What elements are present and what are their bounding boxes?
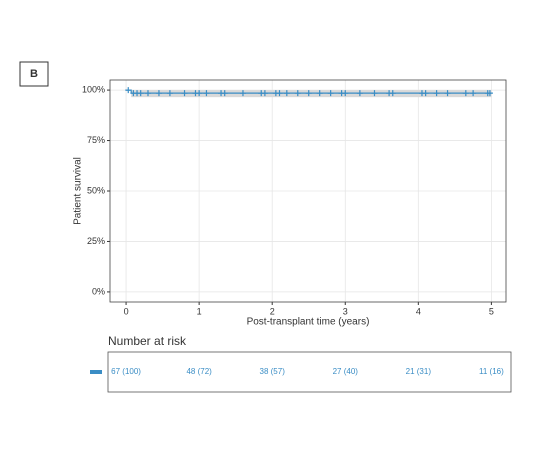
panel-label: B bbox=[30, 68, 38, 80]
censor-mark bbox=[155, 90, 162, 97]
x-tick-label: 1 bbox=[197, 306, 202, 316]
censor-mark bbox=[283, 90, 290, 97]
panel-label-box bbox=[19, 61, 49, 87]
plot-frame bbox=[109, 79, 507, 303]
censor-mark bbox=[327, 90, 334, 97]
censor-mark bbox=[371, 90, 378, 97]
censor-mark bbox=[389, 90, 396, 97]
censor-mark bbox=[470, 90, 477, 97]
y-axis-label: Patient survival bbox=[73, 157, 84, 225]
censor-mark bbox=[196, 90, 203, 97]
censor-mark bbox=[166, 90, 173, 97]
censor-mark bbox=[356, 90, 363, 97]
risk-count: 48 (72) bbox=[186, 367, 212, 376]
risk-count: 11 (16) bbox=[479, 367, 504, 376]
y-tick-label: 50% bbox=[87, 185, 105, 195]
x-axis-label: Post-transplant time (years) bbox=[247, 317, 370, 328]
censor-mark bbox=[144, 90, 151, 97]
x-tick-label: 3 bbox=[343, 306, 348, 316]
censor-mark bbox=[305, 90, 312, 97]
y-tick-label: 25% bbox=[87, 236, 105, 246]
censor-mark bbox=[137, 90, 144, 97]
risk-count: 27 (40) bbox=[333, 367, 359, 376]
risk-count: 67 (100) bbox=[111, 367, 141, 376]
x-tick-label: 4 bbox=[416, 306, 421, 316]
risk-table-frame bbox=[107, 351, 512, 393]
censor-mark bbox=[342, 90, 349, 97]
censor-mark bbox=[462, 90, 469, 97]
censor-mark bbox=[125, 87, 132, 94]
censor-mark bbox=[261, 90, 268, 97]
censor-mark bbox=[221, 90, 228, 97]
risk-table-title: Number at risk bbox=[108, 334, 187, 348]
censor-mark bbox=[486, 90, 493, 97]
y-tick-label: 75% bbox=[87, 135, 105, 145]
censor-mark bbox=[294, 90, 301, 97]
x-tick-label: 5 bbox=[489, 306, 494, 316]
risk-count: 38 (57) bbox=[260, 367, 286, 376]
censor-mark bbox=[203, 90, 210, 97]
censor-mark bbox=[444, 90, 451, 97]
censor-mark bbox=[316, 90, 323, 97]
censor-mark bbox=[433, 90, 440, 97]
risk-count: 21 (31) bbox=[406, 367, 432, 376]
y-tick-label: 100% bbox=[82, 84, 105, 94]
censor-mark bbox=[276, 90, 283, 97]
x-tick-label: 0 bbox=[124, 306, 129, 316]
x-tick-label: 2 bbox=[270, 306, 275, 316]
y-tick-label: 0% bbox=[92, 286, 105, 296]
censor-mark bbox=[239, 90, 246, 97]
censor-mark bbox=[181, 90, 188, 97]
censor-mark bbox=[422, 90, 429, 97]
